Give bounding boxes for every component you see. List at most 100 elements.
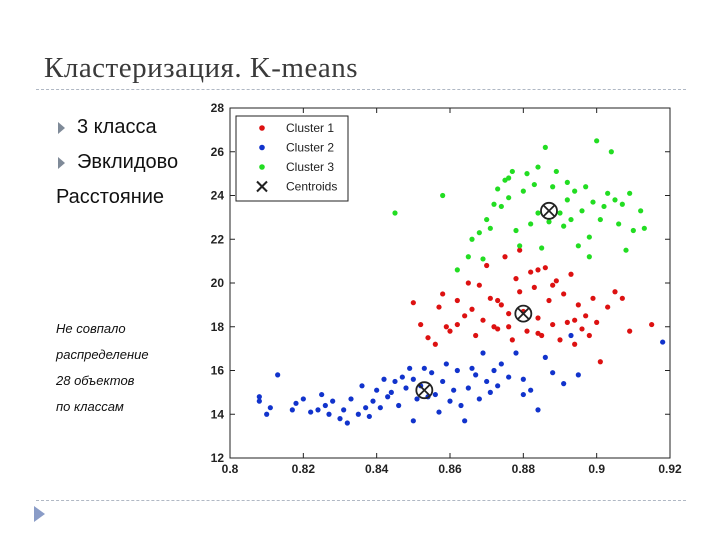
data-point: [605, 304, 611, 310]
y-tick-label: 26: [211, 145, 225, 159]
data-point: [399, 374, 405, 380]
data-point: [579, 208, 585, 214]
data-point: [440, 192, 446, 199]
data-point: [561, 381, 567, 387]
slide-title: Кластеризация. K-means: [44, 52, 359, 84]
data-point: [572, 188, 578, 194]
data-point: [476, 282, 482, 288]
data-point: [520, 391, 526, 398]
data-point: [289, 407, 295, 413]
data-point: [418, 321, 424, 328]
triangle-right-icon[interactable]: [34, 506, 45, 522]
data-point: [429, 370, 435, 376]
legend-marker: [259, 164, 265, 170]
legend-label: Cluster 1: [286, 121, 334, 135]
data-point: [267, 405, 273, 411]
data-point: [256, 394, 262, 400]
y-tick-label: 22: [211, 232, 225, 246]
legend-label: Cluster 2: [286, 141, 334, 155]
legend-label: Centroids: [286, 180, 337, 194]
data-point: [319, 391, 325, 398]
data-point: [597, 216, 603, 223]
footer-divider: [36, 500, 686, 501]
note-line: по классам: [56, 399, 124, 414]
data-point: [612, 289, 618, 295]
data-point: [535, 267, 541, 273]
data-point: [256, 398, 262, 404]
data-point: [550, 282, 556, 288]
data-point: [370, 398, 376, 404]
note-line: 28 объектов: [56, 373, 135, 388]
data-point: [601, 203, 607, 210]
data-point: [443, 324, 449, 330]
data-point: [649, 321, 655, 328]
data-point: [498, 203, 504, 210]
data-point: [564, 319, 570, 325]
data-point: [341, 407, 347, 413]
data-point: [363, 405, 369, 411]
data-point: [264, 411, 270, 417]
data-point: [568, 216, 574, 223]
data-point: [491, 367, 497, 374]
data-point: [484, 216, 490, 223]
data-point: [293, 400, 299, 406]
data-point: [432, 341, 438, 347]
data-point: [528, 387, 534, 393]
data-point: [469, 306, 475, 312]
y-tick-label: 16: [211, 364, 225, 378]
bullet-item-classes: 3 класса: [58, 116, 157, 139]
data-point: [568, 332, 574, 339]
data-point: [586, 254, 592, 260]
data-point: [568, 271, 574, 277]
data-point: [638, 208, 644, 214]
data-point: [528, 269, 534, 275]
data-point: [535, 407, 541, 413]
data-point: [366, 413, 372, 420]
data-point: [322, 402, 328, 409]
data-point: [594, 319, 600, 325]
data-point: [403, 385, 409, 391]
data-point: [359, 383, 365, 389]
data-point: [524, 171, 530, 177]
data-point: [487, 389, 493, 395]
data-point: [392, 378, 398, 385]
data-point: [410, 300, 416, 306]
data-point: [484, 378, 490, 385]
y-tick-label: 28: [211, 101, 225, 115]
data-point: [473, 332, 479, 339]
data-point: [623, 247, 629, 253]
data-point: [513, 227, 519, 234]
data-point: [432, 391, 438, 398]
data-point: [462, 418, 468, 424]
data-point: [575, 372, 581, 378]
data-point: [344, 420, 350, 426]
data-point: [308, 409, 314, 415]
data-point: [561, 291, 567, 297]
x-tick-label: 0.82: [292, 462, 316, 476]
data-point: [535, 330, 541, 336]
data-point: [517, 289, 523, 295]
data-point: [597, 359, 603, 365]
data-point: [627, 328, 633, 334]
data-point: [506, 324, 512, 330]
data-point: [550, 184, 556, 190]
data-point: [509, 337, 515, 343]
data-point: [498, 361, 504, 367]
data-point: [443, 361, 449, 367]
data-point: [575, 302, 581, 308]
legend-label: Cluster 3: [286, 160, 334, 174]
data-point: [451, 387, 457, 393]
data-point: [616, 221, 622, 227]
data-point: [575, 243, 581, 249]
data-point: [465, 254, 471, 260]
data-point: [561, 223, 567, 229]
data-point: [425, 335, 431, 341]
data-point: [381, 376, 387, 382]
data-point: [326, 411, 332, 417]
data-point: [553, 278, 559, 284]
data-point: [513, 276, 519, 282]
data-point: [605, 190, 611, 196]
centroid-cross: [418, 383, 431, 397]
data-point: [535, 164, 541, 170]
